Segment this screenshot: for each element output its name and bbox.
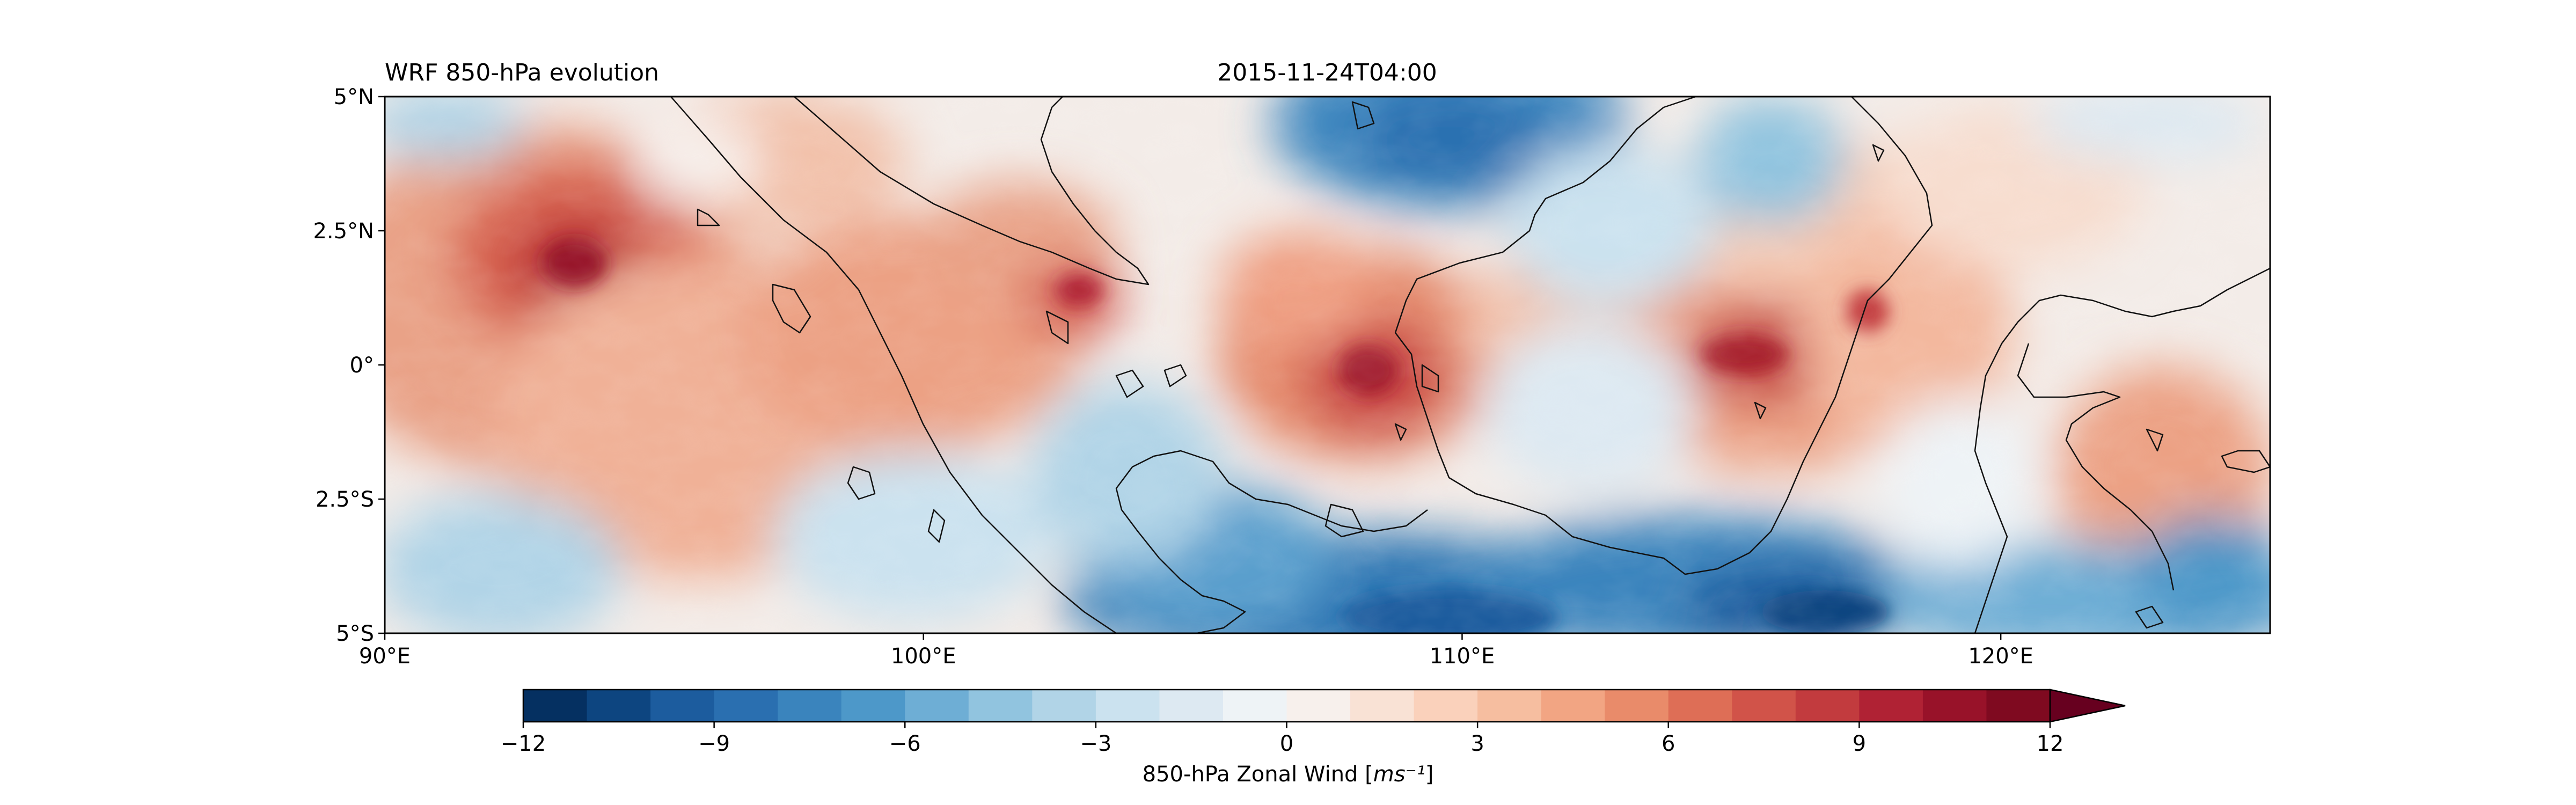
colorbar-tick-label: −6: [889, 731, 921, 756]
lon-tick-label: 120°E: [1968, 644, 2033, 669]
colorbar-tick-label: −12: [501, 731, 546, 756]
colorbar-tick-label: 0: [1280, 731, 1293, 756]
colorbar-segment: [841, 690, 905, 722]
lat-tick-label: 2.5°N: [313, 219, 374, 244]
colorbar-segment: [1223, 690, 1287, 722]
colorbar-segment: [1922, 690, 1987, 722]
lat-tick-label: 5°N: [334, 85, 374, 109]
colorbar-tick-label: −3: [1080, 731, 1111, 756]
colorbar-segment: [1795, 690, 1860, 722]
colorbar-tick-label: 9: [1853, 731, 1866, 756]
colorbar: −12 −9 −6 −3 0 3 6 9 12: [501, 689, 2126, 756]
coastlines: [670, 97, 2270, 633]
colorbar-segment: [523, 690, 588, 722]
colorbar-tick-label: 6: [1662, 731, 1675, 756]
coastline-sulawesi: [1974, 267, 2270, 633]
latitude-axis: 5°N 2.5°N 0° 2.5°S 5°S: [313, 85, 385, 646]
colorbar-segment: [714, 690, 778, 722]
colorbar-segment: [1986, 690, 2051, 722]
coastline-sumatra: [670, 97, 1117, 633]
colorbar-segment: [1350, 690, 1415, 722]
coastline-malay-peninsula: [794, 97, 1150, 286]
colorbar-tick-label: −9: [698, 731, 730, 756]
colorbar-segment: [1159, 690, 1224, 722]
wind-field-map: [385, 97, 2270, 633]
colorbar-tick-label: 12: [2037, 731, 2064, 756]
colorbar-segment: [587, 690, 651, 722]
colorbar-segment: [1414, 690, 1478, 722]
colorbar-tick-label: 3: [1470, 731, 1484, 756]
colorbar-segment: [1668, 690, 1732, 722]
coastline-islands: [697, 101, 2164, 629]
colorbar-segment: [1477, 690, 1542, 722]
colorbar-segment: [905, 690, 969, 722]
colorbar-segment: [1541, 690, 1605, 722]
colorbar-segment: [1859, 690, 1923, 722]
plot-title-center: 2015-11-24T04:00: [1217, 59, 1437, 86]
colorbar-segment: [650, 690, 715, 722]
lat-tick-label: 5°S: [336, 621, 374, 646]
coastline-java: [1115, 450, 1428, 633]
colorbar-segment: [1605, 690, 1669, 722]
coastline-eastern-island: [2221, 450, 2270, 473]
colorbar-segment: [1732, 690, 1796, 722]
lon-tick-label: 110°E: [1430, 644, 1495, 669]
lat-tick-label: 2.5°S: [316, 487, 374, 512]
lat-tick-label: 0°: [350, 353, 374, 378]
colorbar-label: 850-hPa Zonal Wind [ms⁻¹]: [1143, 762, 1434, 787]
colorbar-segment: [968, 690, 1033, 722]
plot-title-left: WRF 850-hPa evolution: [385, 59, 659, 86]
colorbar-extend-arrow: [2049, 689, 2126, 723]
coastline-borneo: [1394, 97, 1933, 575]
colorbar-segment: [778, 690, 842, 722]
lon-tick-label: 100°E: [891, 644, 956, 669]
longitude-axis: 90°E 100°E 110°E 120°E: [359, 633, 2033, 669]
lon-tick-label: 90°E: [359, 644, 411, 669]
colorbar-segment: [1286, 690, 1351, 722]
colorbar-segment: [1095, 690, 1160, 722]
colorbar-segment: [1032, 690, 1096, 722]
